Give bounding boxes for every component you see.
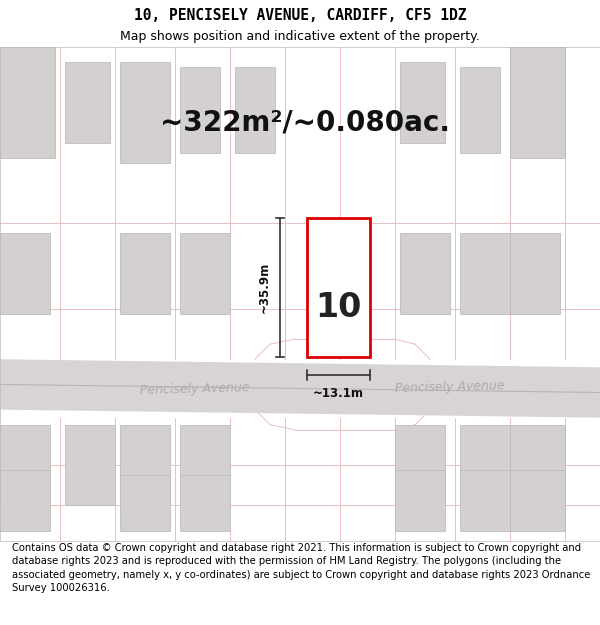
Bar [180, 425, 230, 506]
Text: Map shows position and indicative extent of the property.: Map shows position and indicative extent… [120, 30, 480, 43]
Bar [180, 475, 230, 531]
Text: ~322m²/~0.080ac.: ~322m²/~0.080ac. [160, 109, 450, 136]
Bar [395, 425, 445, 506]
Text: Pencisely Avenue: Pencisely Avenue [140, 381, 250, 398]
Text: ~35.9m: ~35.9m [257, 262, 271, 313]
Bar [460, 233, 510, 314]
Bar [460, 470, 510, 531]
Bar [180, 233, 230, 314]
Bar [510, 233, 560, 314]
Text: 10, PENCISELY AVENUE, CARDIFF, CF5 1DZ: 10, PENCISELY AVENUE, CARDIFF, CF5 1DZ [134, 8, 466, 22]
Bar [65, 62, 110, 142]
Bar [0, 425, 50, 506]
Bar [235, 67, 275, 152]
Bar [510, 425, 565, 506]
Bar [0, 470, 50, 531]
Bar [510, 470, 565, 531]
Bar [460, 67, 500, 152]
Bar [400, 233, 450, 314]
Bar [65, 425, 115, 506]
Text: 10: 10 [316, 291, 362, 324]
Bar [400, 62, 445, 142]
Bar [0, 47, 55, 158]
Bar [395, 470, 445, 531]
Bar [120, 62, 170, 162]
Bar [510, 47, 565, 158]
Bar [120, 475, 170, 531]
Bar [0, 47, 600, 541]
Bar [120, 425, 170, 506]
Bar [460, 425, 510, 506]
Bar [307, 218, 370, 357]
Text: ~13.1m: ~13.1m [313, 387, 364, 400]
Bar [180, 67, 220, 152]
Polygon shape [0, 359, 600, 418]
Text: Pencisely Avenue: Pencisely Avenue [395, 379, 505, 396]
Bar [0, 233, 50, 314]
Bar [120, 233, 170, 314]
Text: Contains OS data © Crown copyright and database right 2021. This information is : Contains OS data © Crown copyright and d… [12, 543, 590, 592]
